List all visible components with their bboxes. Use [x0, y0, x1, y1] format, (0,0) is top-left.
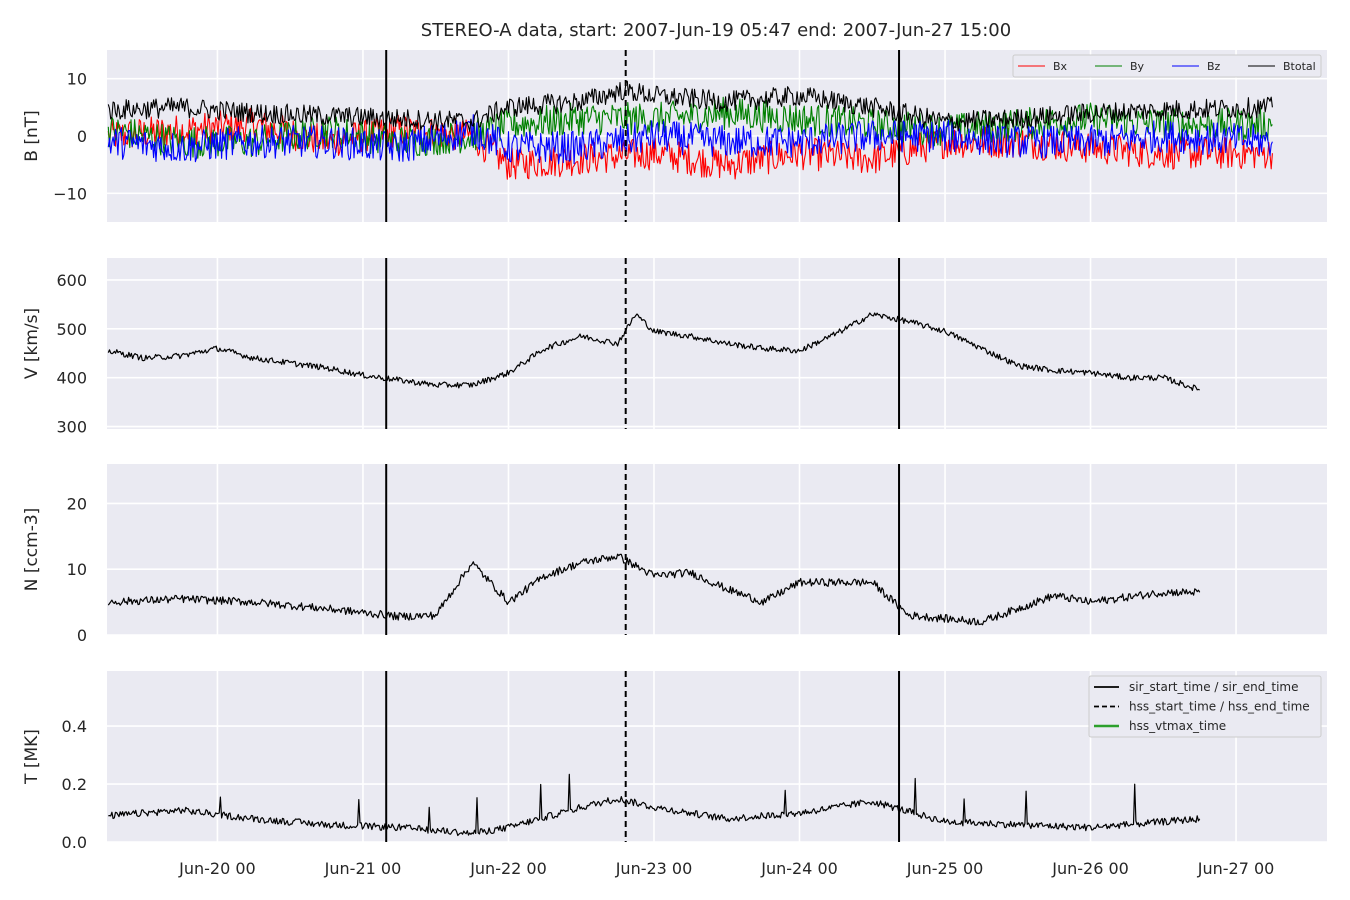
x-tick-label: Jun-21 00	[324, 859, 402, 878]
y-tick-label: 300	[56, 418, 87, 437]
panel-T: 0.4 0.2 0.0 T [MK] sir_start_time / sir_end_…	[22, 671, 1327, 852]
plot-area	[107, 258, 1327, 429]
y-axis-label: B [nT]	[22, 110, 42, 162]
series-line-V	[107, 312, 1200, 391]
x-tick-label: Jun-20 00	[178, 859, 256, 878]
x-tick-label: Jun-25 00	[906, 859, 984, 878]
legend-label: Bz	[1207, 60, 1221, 73]
y-axis-label: T [MK]	[22, 729, 42, 785]
y-tick-label: 20	[67, 494, 87, 513]
x-tick-label: Jun-23 00	[615, 859, 693, 878]
y-tick-label: 0.2	[62, 775, 87, 794]
y-tick-label: 0.0	[62, 833, 87, 852]
x-tick-label: Jun-24 00	[760, 859, 838, 878]
y-tick-label: 10	[67, 560, 87, 579]
y-tick-label: 0.4	[62, 717, 87, 736]
y-tick-label: 0	[77, 626, 87, 645]
x-tick-label: Jun-27 00	[1197, 859, 1275, 878]
series-line-By	[107, 96, 1273, 159]
legend-label: hss_vtmax_time	[1129, 719, 1226, 733]
chart-title: STEREO-A data, start: 2007-Jun-19 05:47 …	[421, 20, 1011, 41]
legend-label: sir_start_time / sir_end_time	[1129, 680, 1299, 694]
x-tick-label: Jun-26 00	[1051, 859, 1129, 878]
y-tick-label: 500	[56, 320, 87, 339]
y-axis-label: V [km/s]	[22, 308, 42, 379]
series-line-Bz	[107, 114, 1273, 165]
y-tick-label: 600	[56, 271, 87, 290]
x-tick-label: Jun-22 00	[469, 859, 547, 878]
panel-N: 20 10 0 N [ccm-3]	[22, 464, 1327, 645]
legend-label: hss_start_time / hss_end_time	[1129, 700, 1310, 714]
panel-V: 600 500 400 300 V [km/s]	[22, 258, 1327, 437]
legend-label: Bx	[1053, 60, 1068, 73]
legend-events: sir_start_time / sir_end_time hss_start_t…	[1088, 675, 1322, 738]
y-tick-label: 10	[67, 70, 87, 89]
y-tick-label: 400	[56, 369, 87, 388]
y-tick-label: −10	[53, 184, 87, 203]
legend-label: By	[1130, 60, 1145, 73]
series-line-N	[107, 553, 1201, 626]
legend-b: Bx By Bz Btotal	[1012, 54, 1322, 78]
series-line-Btotal	[107, 80, 1273, 132]
series-line-T	[108, 773, 1201, 837]
y-axis-label: N [ccm-3]	[22, 508, 42, 592]
y-tick-label: 0	[77, 127, 87, 146]
legend-label: Btotal	[1283, 60, 1316, 73]
plot-area	[107, 464, 1327, 635]
panel-B: 10 0 −10 B [nT] Bx By Bz Btotal	[22, 50, 1327, 222]
